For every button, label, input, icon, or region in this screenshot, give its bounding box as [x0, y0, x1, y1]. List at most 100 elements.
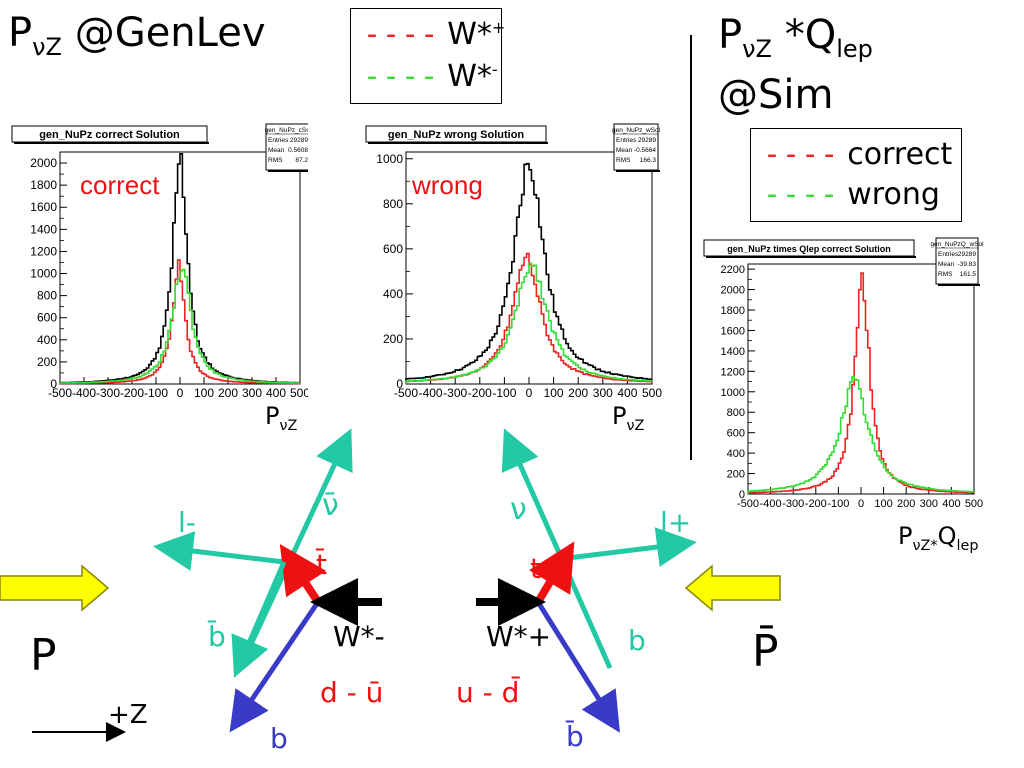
stats-key: Mean [616, 147, 633, 154]
y-tick-label: 1200 [30, 244, 57, 258]
y-tick-label: 800 [37, 289, 57, 303]
stats-value: 0.5608 [288, 147, 308, 154]
x-tick-label: 400 [942, 498, 960, 510]
y-tick-label: 0 [396, 377, 403, 391]
y-tick-label: 200 [383, 332, 403, 346]
y-tick-label: 2000 [721, 285, 745, 297]
stats-value: 166.3 [640, 157, 657, 164]
label-wminus: W*- [333, 620, 385, 653]
x-tick-label: 0 [177, 386, 184, 400]
y-tick-label: 1800 [721, 305, 745, 317]
y-tick-label: 400 [383, 287, 403, 301]
y-tick-label: 600 [37, 311, 57, 325]
stats-key: RMS [616, 157, 631, 164]
y-tick-label: 1400 [721, 346, 745, 358]
arrow-bbar-right [535, 600, 620, 733]
stats-value: -39.83 [958, 261, 977, 268]
y-tick-label: 400 [37, 333, 57, 347]
arrow-nubar [237, 428, 353, 670]
y-tick-label: 600 [727, 428, 745, 440]
x-tick-label: 200 [897, 498, 915, 510]
histogram-series [59, 259, 300, 385]
y-tick-label: 1000 [30, 267, 57, 281]
legend-item-correct: ---- correct [763, 137, 953, 172]
beam-arrow-left [0, 564, 110, 612]
label-ud: u - d̄ [456, 676, 520, 709]
x-tick-label: 200 [218, 386, 238, 400]
stats-name: gen_NuPz_wSol [612, 127, 661, 134]
x-tick-label: 100 [874, 498, 892, 510]
x-tick-label: -100 [827, 498, 849, 510]
x-tick-label: 500 [965, 498, 983, 510]
legend-solution: ---- correct ---- wrong [750, 128, 962, 222]
stats-value: 161.5 [960, 271, 977, 278]
title-right-line2: @Sim [718, 72, 834, 118]
chart-annotation: wrong [411, 170, 483, 200]
chart-title: gen_NuPz times Qlep correct Solution [727, 244, 891, 254]
stats-box [935, 237, 979, 285]
histogram-series [405, 262, 652, 384]
stats-key: Entries [938, 251, 959, 258]
y-tick-label: 2200 [721, 264, 745, 276]
y-tick-label: 1400 [30, 222, 57, 236]
stats-box [613, 123, 659, 171]
arrow-lminus [153, 531, 285, 571]
stats-key: RMS [268, 157, 283, 164]
label-t: t [530, 552, 541, 585]
stats-key: Mean [268, 147, 285, 154]
legend-item-wplus: ---- W*+ [363, 17, 506, 52]
stats-key: RMS [938, 271, 953, 278]
chart-title-shadow [368, 142, 548, 144]
chart-title-shadow [14, 142, 209, 144]
x-tick-label: -400 [419, 386, 443, 400]
stats-key: Entries [616, 137, 637, 144]
x-tick-label: 300 [593, 386, 613, 400]
label-lminus: l- [178, 506, 196, 539]
stats-value: 29289 [290, 137, 308, 144]
label-lplus: l+ [660, 506, 692, 539]
stats-box-shadow [616, 170, 660, 172]
x-tick-label: -300 [782, 498, 804, 510]
chart-annotation: correct [80, 170, 160, 200]
y-tick-label: 200 [727, 469, 745, 481]
y-tick-label: 1600 [30, 200, 57, 214]
chart-title: gen_NuPz wrong Solution [388, 129, 525, 141]
plot-frame [747, 263, 975, 495]
stats-name: gen_NuPz_cSol [265, 127, 308, 134]
x-tick-label: 500 [642, 386, 662, 400]
histogram-series [747, 272, 974, 494]
stats-key: Mean [938, 261, 955, 268]
legend-item-wminus: ---- W*- [363, 59, 498, 94]
histogram-series [747, 376, 974, 494]
xlabel-chart1: PνZ [265, 402, 298, 434]
y-tick-label: 0 [50, 377, 57, 391]
arrow-b-left [229, 600, 321, 733]
x-tick-label: -100 [492, 386, 516, 400]
stats-value: 29289 [638, 137, 656, 144]
x-tick-label: -500 [48, 386, 72, 400]
y-tick-label: 200 [37, 355, 57, 369]
label-nu: ν [510, 492, 527, 527]
y-tick-label: 2000 [30, 156, 57, 170]
y-tick-label: 1800 [30, 178, 57, 192]
x-tick-label: -500 [394, 386, 418, 400]
x-tick-label: 100 [544, 386, 564, 400]
xlabel-chart3: PνZ*Qlep [898, 522, 979, 554]
histogram-series [405, 162, 652, 384]
arrow-bbar-left [231, 561, 287, 678]
histogram-correct-solution: gen_NuPz correct Solution gen_NuPz_cSol En… [11, 123, 308, 400]
label-plus-z: +Z [108, 700, 148, 730]
x-tick-label: 100 [194, 386, 214, 400]
label-du: d - ū [320, 676, 384, 709]
y-tick-label: 1000 [721, 387, 745, 399]
x-tick-label: 0 [858, 498, 864, 510]
label-b-left: b [270, 722, 288, 755]
arrow-tbar [279, 543, 327, 605]
chart-title-shadow [706, 256, 916, 258]
x-tick-label: 500 [290, 386, 308, 400]
label-wplus: W*+ [486, 620, 552, 653]
stats-box-shadow [938, 284, 980, 286]
stats-name: gen_NuPzQ_wSol [930, 241, 984, 248]
label-tbar: t̄ [316, 548, 327, 581]
x-tick-label: 0 [526, 386, 533, 400]
